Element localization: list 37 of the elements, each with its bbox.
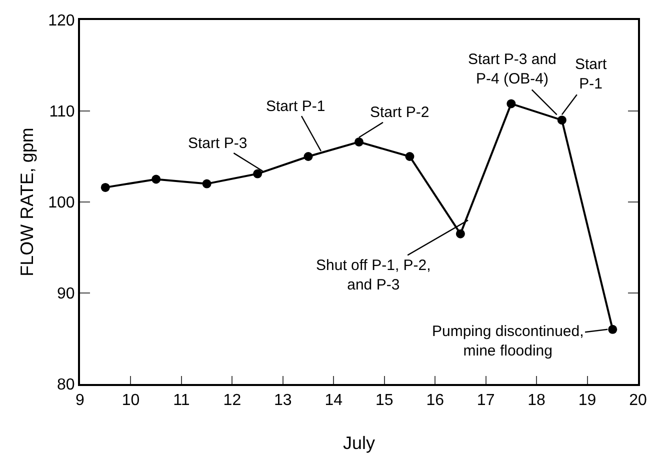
point [456,229,465,238]
x-tick-label: 17 [476,392,495,410]
y-tick-label: 90 [57,286,75,303]
point [506,99,516,108]
annotation: Shut off P-1, P-2, and P-3 [316,257,431,294]
point [304,152,313,161]
x-tick-label: 15 [375,392,394,410]
point [253,169,262,178]
x-axis-title: July [342,433,376,453]
annotation: Pumping discontinued, mine flooding [432,323,584,360]
point [202,179,212,188]
x-tick-label: 18 [528,392,546,410]
x-tick-label: 12 [223,392,242,410]
x-tick-label: 20 [629,392,647,410]
point [608,324,618,334]
point [152,174,161,184]
annotation: Start P-2 [370,104,430,121]
x-tick-label: 14 [324,392,343,410]
x-tick-label: 9 [76,392,85,410]
y-tick-label: 100 [48,194,75,212]
point [354,137,364,146]
point [405,152,414,161]
x-tick-label: 16 [426,392,444,410]
y-tick-label: 80 [57,376,75,394]
y-axis-title: FLOW RATE, gpm [17,128,37,276]
point [557,116,566,125]
x-tick-label: 19 [578,392,596,410]
annotation: Start P-3 and P-4 (OB-4) [468,51,556,88]
x-tick-label: 11 [173,392,190,410]
annotation: Start P-3 [188,135,248,152]
y-tick-label: 120 [48,12,75,30]
y-tick-label: 110 [49,104,75,121]
x-tick-label: 10 [122,392,140,410]
annotation: Start P-1 [266,98,326,115]
annotation: Start P-1 [575,56,608,92]
x-tick-label: 13 [274,392,292,410]
point [100,182,110,192]
